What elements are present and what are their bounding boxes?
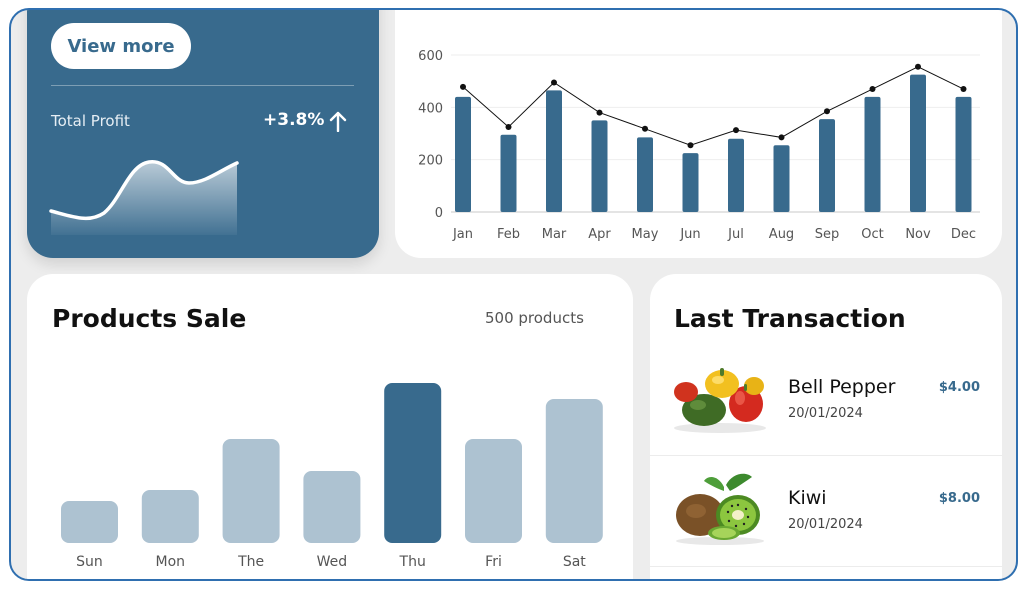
month-bar[interactable] <box>910 74 926 212</box>
day-bar[interactable] <box>465 439 522 543</box>
profit-change-value: +3.8% <box>263 110 325 130</box>
day-bar[interactable] <box>222 439 280 543</box>
month-bar[interactable] <box>955 96 972 212</box>
month-bar[interactable] <box>682 153 699 212</box>
trend-point[interactable] <box>460 83 466 90</box>
x-tick-label: Jan <box>452 227 473 242</box>
view-more-button[interactable]: View more <box>51 23 191 69</box>
day-label: Thu <box>399 554 426 570</box>
products-count: 500 products <box>485 309 584 327</box>
x-tick-label: Apr <box>588 227 611 242</box>
x-tick-label: Jul <box>727 227 744 242</box>
x-tick-label: Oct <box>861 227 883 242</box>
day-bar[interactable] <box>384 383 442 543</box>
total-profit-label: Total Profit <box>51 112 130 130</box>
last-transaction-title: Last Transaction <box>674 304 906 333</box>
month-bar[interactable] <box>500 134 517 212</box>
kiwi-image <box>676 473 764 545</box>
trend-point[interactable] <box>960 86 967 93</box>
x-tick-label: May <box>632 227 659 242</box>
transaction-row[interactable]: Bell Pepper 20/01/2024 $4.00 <box>650 346 1002 456</box>
month-bar[interactable] <box>591 120 608 212</box>
y-tick-label: 200 <box>418 154 443 169</box>
month-bar[interactable] <box>728 138 744 212</box>
transaction-date: 20/01/2024 <box>788 517 863 532</box>
arrow-up-icon <box>329 111 347 132</box>
x-tick-label: Feb <box>497 227 520 242</box>
month-bar[interactable] <box>819 119 835 212</box>
products-sale-card: Sun Mon The Wed Thu Fri Sat Products Sale 500 … <box>27 274 633 579</box>
trend-point[interactable] <box>642 125 648 132</box>
month-bar[interactable] <box>864 96 881 212</box>
x-tick-label: Dec <box>951 227 976 242</box>
profit-sparkline <box>49 160 239 235</box>
trend-point[interactable] <box>778 134 785 141</box>
trend-point[interactable] <box>596 109 603 116</box>
products-sale-chart: Sun Mon The Wed Thu Fri Sat <box>61 383 603 570</box>
day-bar[interactable] <box>303 471 361 543</box>
transaction-row[interactable]: Kiwi 20/01/2024 $8.00 <box>650 457 1002 567</box>
x-tick-label: Nov <box>905 227 931 242</box>
products-sale-title: Products Sale <box>52 304 247 333</box>
x-tick-label: Jun <box>679 227 700 242</box>
transaction-name: Kiwi <box>788 487 827 509</box>
day-label: Fri <box>485 554 502 570</box>
x-tick-label: Aug <box>769 227 794 242</box>
bell-pepper-image <box>674 368 766 433</box>
day-bar[interactable] <box>61 501 118 543</box>
day-label: Sun <box>76 554 103 570</box>
trend-line <box>462 66 964 146</box>
day-label: Sat <box>563 554 586 570</box>
profit-card: View more Total Profit +3.8% <box>27 10 379 258</box>
dashboard-frame: View more Total Profit +3.8% 0 200 400 600 J… <box>9 8 1018 581</box>
y-tick-label: 600 <box>418 49 443 64</box>
day-bar[interactable] <box>141 490 199 543</box>
x-tick-label: Sep <box>815 227 840 242</box>
x-tick-label: Mar <box>542 227 567 242</box>
profit-divider <box>51 85 354 86</box>
trend-point[interactable] <box>733 127 739 134</box>
day-label: Wed <box>317 554 348 570</box>
transaction-amount: $4.00 <box>938 380 980 395</box>
trend-point[interactable] <box>551 79 557 86</box>
transaction-name: Bell Pepper <box>788 376 896 398</box>
monthly-chart: 0 200 400 600 Jan Feb Mar Apr May Jun Jul Aug Sep Oct… <box>418 49 980 242</box>
trend-point[interactable] <box>687 142 694 149</box>
trend-point[interactable] <box>915 63 921 70</box>
month-bar[interactable] <box>773 145 790 212</box>
month-bar[interactable] <box>546 90 562 212</box>
day-label: Mon <box>156 554 186 570</box>
trend-point[interactable] <box>869 86 876 93</box>
trend-point[interactable] <box>824 108 830 115</box>
y-tick-label: 400 <box>418 101 443 116</box>
day-bar[interactable] <box>545 399 603 543</box>
transaction-amount: $8.00 <box>938 491 980 506</box>
y-tick-label: 0 <box>435 206 443 221</box>
trend-point[interactable] <box>505 123 512 130</box>
last-transaction-card: Last Transaction Bell Pepper 20/01/2024 … <box>650 274 1002 579</box>
month-bar[interactable] <box>455 96 471 212</box>
monthly-chart-card: 0 200 400 600 Jan Feb Mar Apr May Jun Jul Aug Sep Oct… <box>395 10 1002 258</box>
month-bar[interactable] <box>637 137 653 212</box>
day-label: The <box>237 554 264 570</box>
transaction-date: 20/01/2024 <box>788 406 863 421</box>
